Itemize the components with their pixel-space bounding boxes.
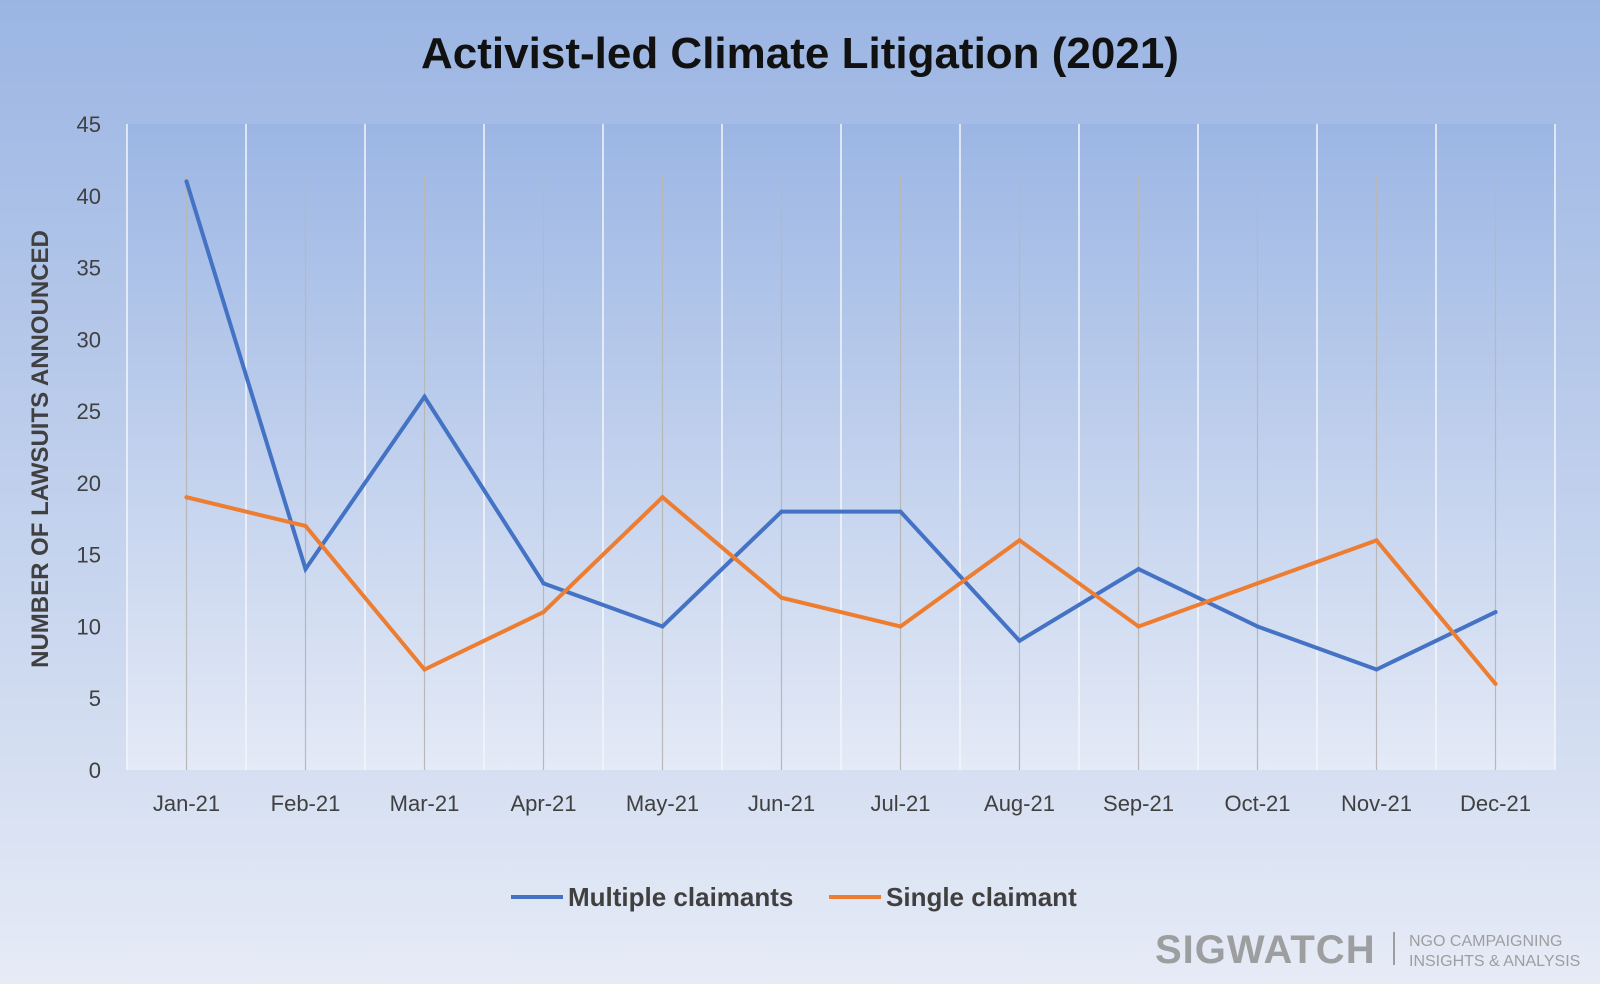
data-point — [1017, 638, 1022, 643]
data-point — [660, 495, 665, 500]
y-tick-label: 20 — [77, 471, 101, 496]
y-axis-ticks: 0 5 10 15 20 25 30 35 40 45 — [77, 112, 101, 783]
x-tick-label: Jan-21 — [153, 791, 220, 816]
y-tick-label: 35 — [77, 256, 101, 281]
x-tick-label: Jun-21 — [748, 791, 815, 816]
x-tick-label: Nov-21 — [1341, 791, 1412, 816]
y-tick-label: 15 — [77, 543, 101, 568]
data-point — [898, 624, 903, 629]
x-axis-ticks: Jan-21 Feb-21 Mar-21 Apr-21 May-21 Jun-21 Jul-… — [153, 791, 1531, 816]
x-tick-label: Mar-21 — [390, 791, 460, 816]
series-line-single-claimant — [184, 494, 1498, 686]
watermark-tagline-line2: INSIGHTS & ANALYSIS — [1409, 953, 1580, 970]
data-point — [184, 179, 189, 184]
data-point — [779, 509, 784, 514]
y-tick-label: 25 — [77, 399, 101, 424]
y-tick-label: 30 — [77, 327, 101, 352]
y-axis-label: NUMBER OF LAWSUITS ANNOUNCED — [27, 230, 54, 668]
data-point — [303, 567, 308, 572]
data-point — [1255, 581, 1260, 586]
y-tick-label: 10 — [77, 614, 101, 639]
x-tick-label: Feb-21 — [271, 791, 341, 816]
y-tick-label: 5 — [89, 686, 101, 711]
y-tick-label: 0 — [89, 758, 101, 783]
legend: Multiple claimants Single claimant — [511, 882, 1077, 912]
watermark-brand: SIGWATCH — [1155, 928, 1376, 972]
watermark-tagline-line1: NGO CAMPAIGNING — [1409, 933, 1563, 950]
x-tick-label: May-21 — [626, 791, 699, 816]
series-line-multiple-claimants — [184, 179, 1498, 672]
data-point — [1136, 624, 1141, 629]
x-tick-label: Jul-21 — [871, 791, 931, 816]
data-point — [541, 610, 546, 615]
data-point — [1255, 624, 1260, 629]
grid-lines — [126, 124, 1556, 770]
y-tick-label: 45 — [77, 112, 101, 137]
data-point — [422, 667, 427, 672]
data-point — [1374, 667, 1379, 672]
x-tick-label: Sep-21 — [1103, 791, 1174, 816]
x-tick-label: Dec-21 — [1460, 791, 1531, 816]
chart-title: Activist-led Climate Litigation (2021) — [421, 29, 1179, 78]
x-tick-label: Apr-21 — [510, 791, 576, 816]
data-point — [184, 495, 189, 500]
data-point — [1493, 610, 1498, 615]
y-tick-label: 40 — [77, 184, 101, 209]
x-tick-label: Aug-21 — [984, 791, 1055, 816]
data-point — [422, 394, 427, 399]
x-tick-label: Oct-21 — [1224, 791, 1290, 816]
data-point — [1017, 538, 1022, 543]
data-point — [898, 509, 903, 514]
legend-label-single-claimant: Single claimant — [886, 882, 1077, 912]
data-point — [541, 581, 546, 586]
data-point — [779, 595, 784, 600]
legend-label-multiple-claimants: Multiple claimants — [568, 882, 793, 912]
data-point — [1493, 681, 1498, 686]
data-point — [303, 523, 308, 528]
data-point — [1374, 538, 1379, 543]
series-lines — [184, 179, 1498, 686]
data-point — [660, 624, 665, 629]
data-point — [1136, 567, 1141, 572]
watermark: SIGWATCH NGO CAMPAIGNING INSIGHTS & ANAL… — [1155, 928, 1580, 972]
